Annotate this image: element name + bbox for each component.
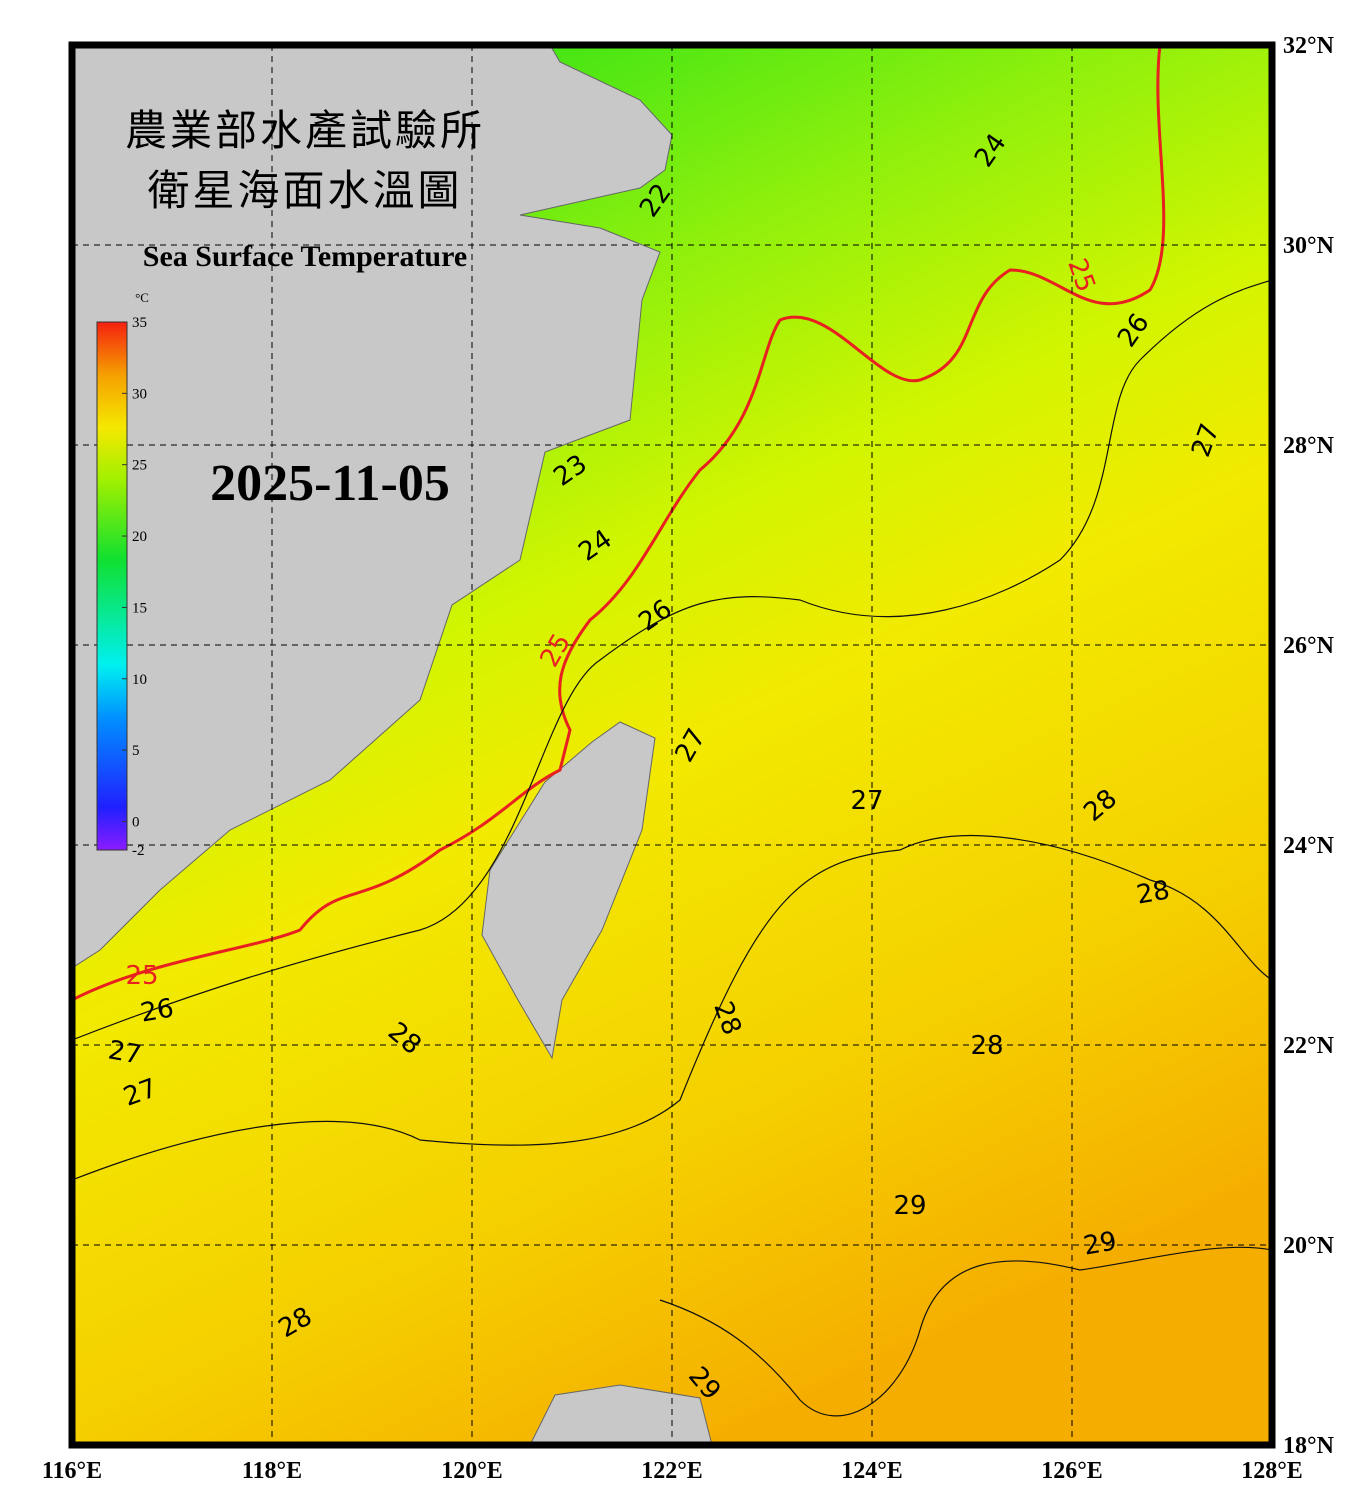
contour-line [72, 279, 1272, 1041]
colorbar-tick-label: 5 [132, 743, 140, 759]
contour-label: 28 [970, 1031, 1003, 1061]
title-zh: 農業部水產試驗所 [125, 108, 485, 155]
contour-label: 29 [1081, 1226, 1119, 1261]
colorbar-unit: °C [135, 290, 149, 305]
lat-label: 28°N [1283, 433, 1335, 459]
lat-label: 20°N [1283, 1233, 1335, 1259]
colorbar-tick-label: 20 [132, 529, 147, 545]
colorbar-tick-label: 30 [132, 386, 147, 402]
map-frame [68, 41, 1276, 1449]
colorbar-tick-label: 35 [132, 315, 147, 331]
graticule [72, 45, 1272, 1445]
lat-label: 32°N [1283, 33, 1335, 59]
lat-label: 24°N [1283, 833, 1335, 859]
colorbar-tick-label: -2 [132, 843, 145, 859]
lon-label: 126°E [1041, 1458, 1103, 1484]
lon-label: 128°E [1241, 1458, 1303, 1484]
contour-label: 28 [1134, 875, 1172, 910]
colorbar [96, 321, 128, 851]
title-zh: 衛星海面水溫圖 [147, 169, 462, 215]
colorbar-tick-label: 10 [132, 672, 147, 688]
lat-label: 18°N [1283, 1433, 1335, 1459]
lon-label: 116°E [42, 1458, 102, 1484]
lat-label: 30°N [1283, 233, 1335, 259]
lon-label: 122°E [641, 1458, 703, 1484]
lat-label: 22°N [1283, 1033, 1335, 1059]
contour-label: 25 [125, 961, 158, 991]
contour-label: 26 [138, 993, 176, 1028]
contour-line [72, 835, 1272, 1181]
lon-label: 120°E [441, 1458, 503, 1484]
contour-line [659, 1246, 1272, 1417]
lat-label: 26°N [1283, 633, 1335, 659]
contour-label: 29 [893, 1191, 926, 1221]
land-china [72, 45, 673, 969]
colorbar-tick-label: 0 [132, 814, 140, 830]
lon-label: 124°E [841, 1458, 903, 1484]
land-luzon [529, 1384, 713, 1445]
contour-label: 27 [850, 786, 883, 816]
lon-label: 118°E [242, 1458, 302, 1484]
contour-label: 27 [106, 1035, 144, 1070]
title-en: Sea Surface Temperature [143, 240, 467, 273]
date: 2025-11-05 [210, 455, 450, 512]
colorbar-tick-label: 15 [132, 600, 147, 616]
colorbar-tick-label: 25 [132, 458, 147, 474]
